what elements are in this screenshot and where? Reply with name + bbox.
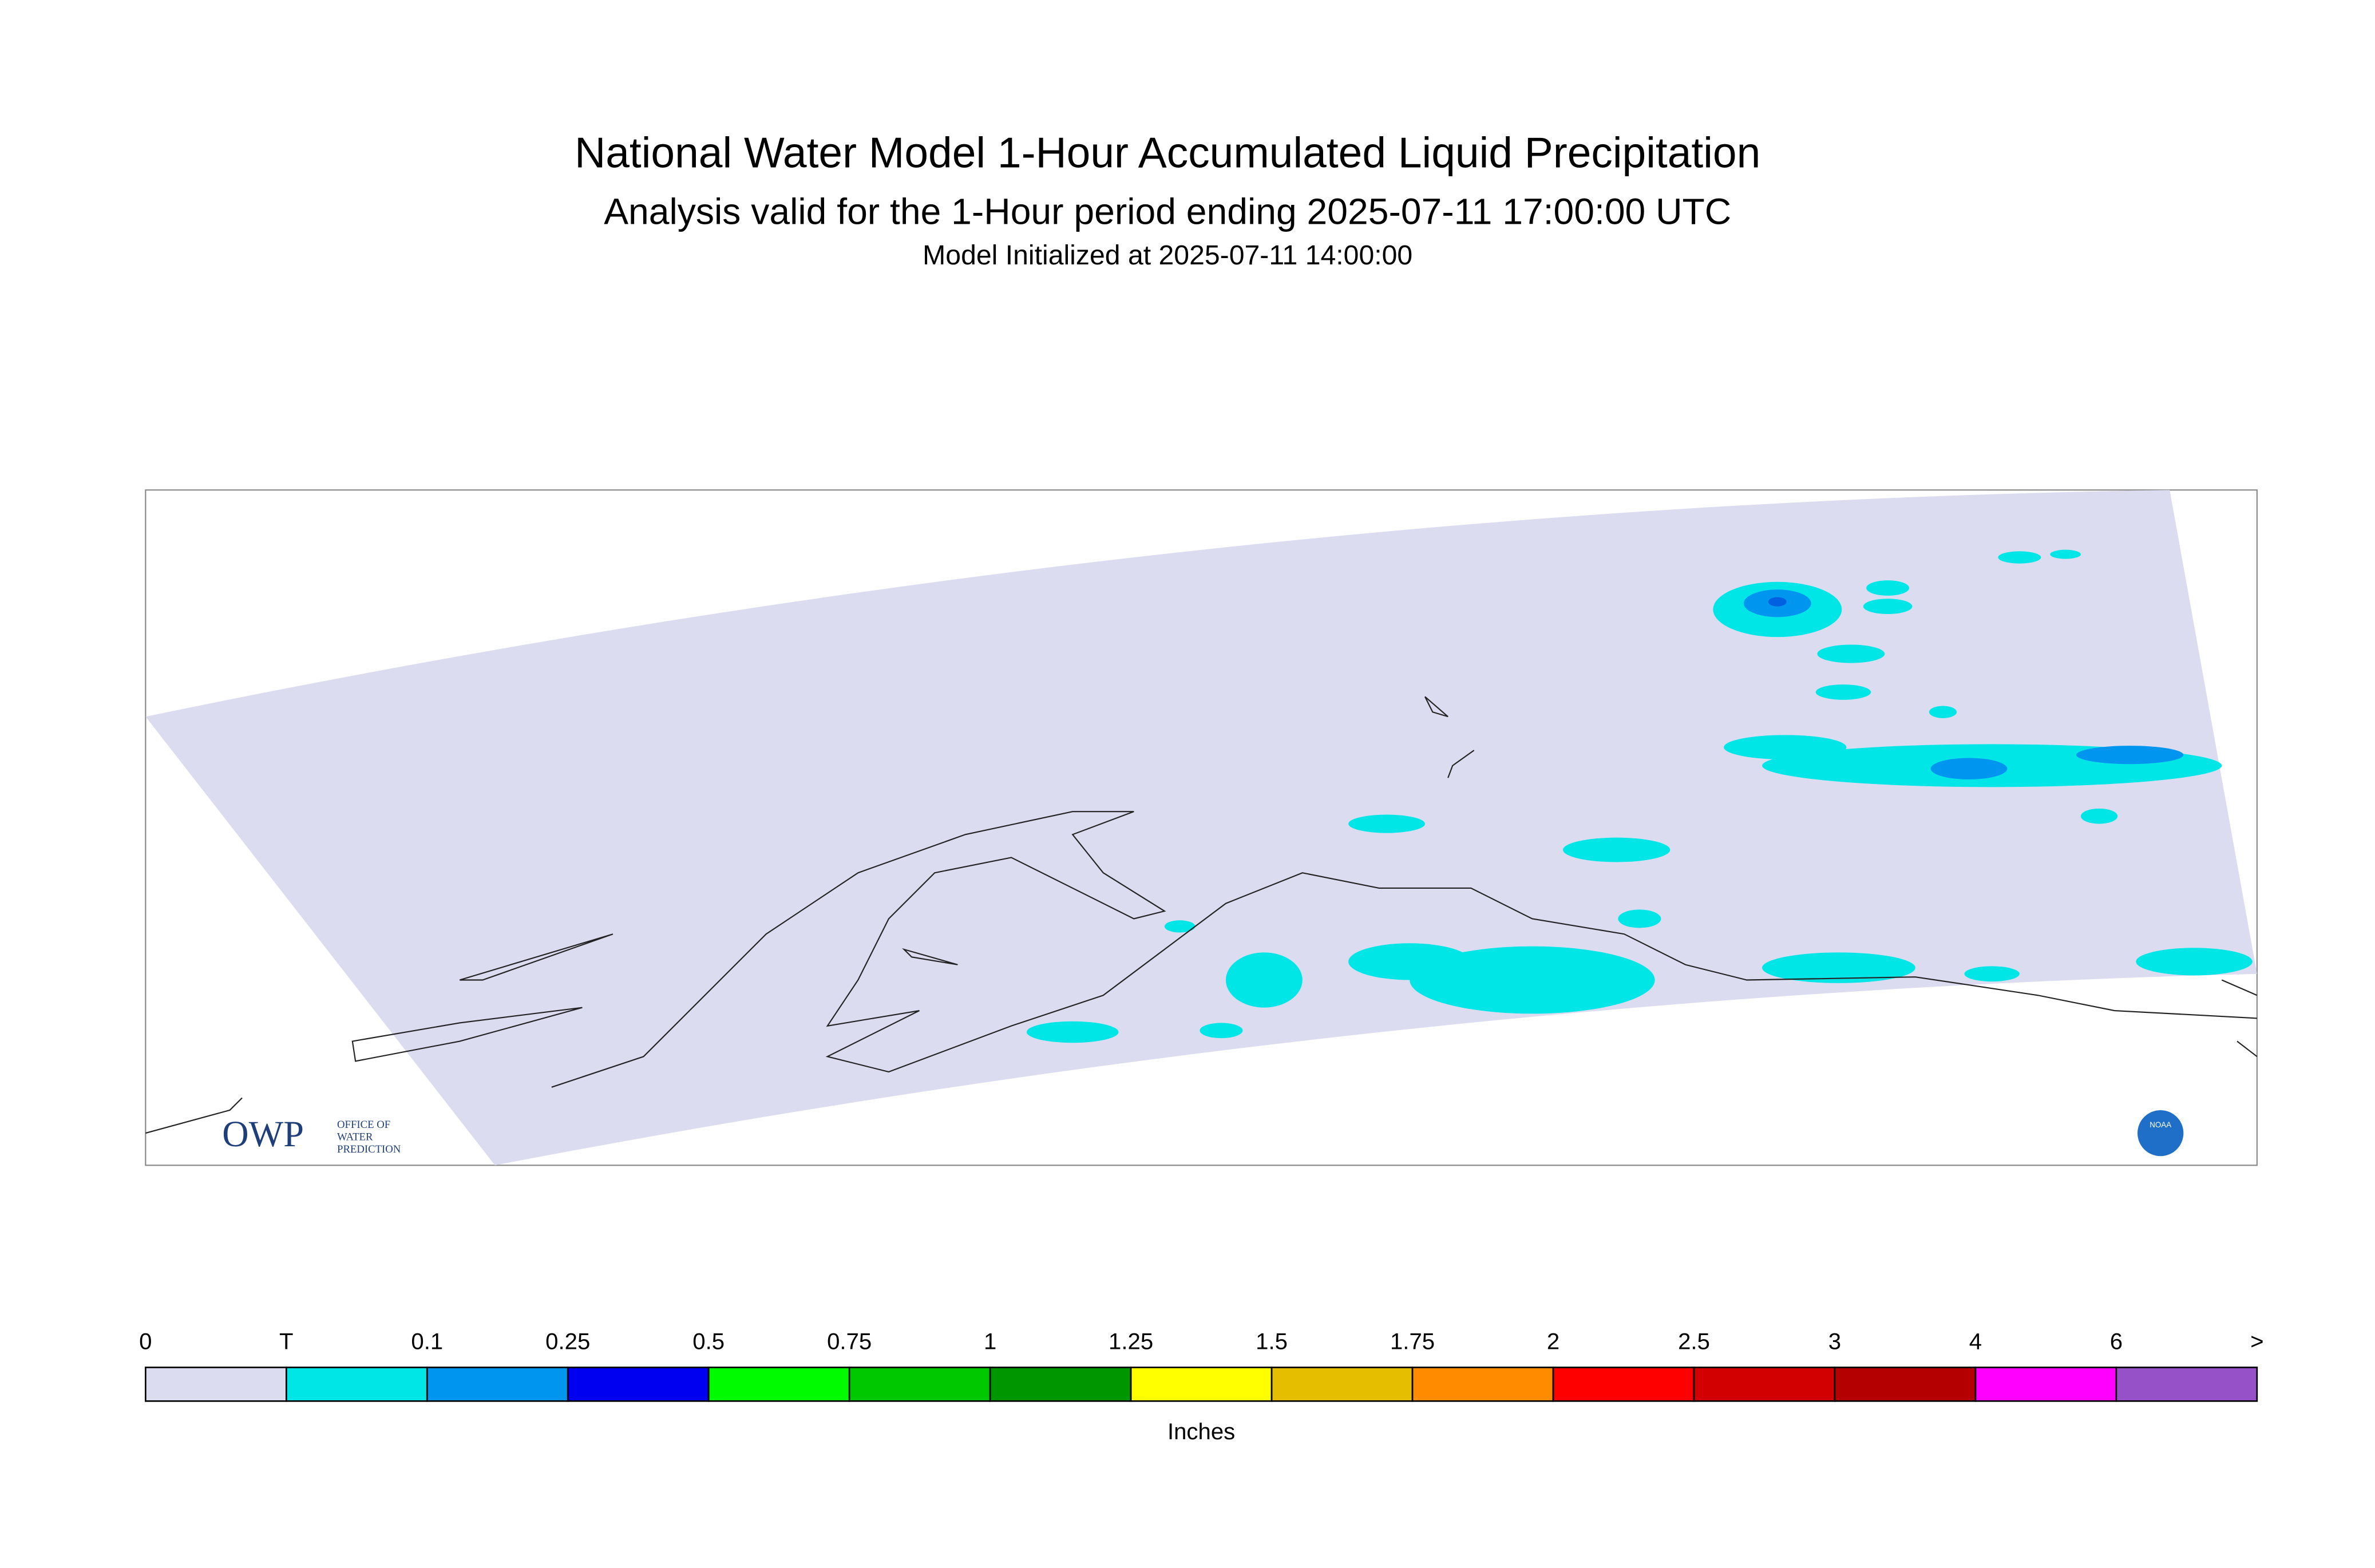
precip-area — [1762, 952, 1915, 983]
legend-label: > — [2250, 1328, 2263, 1354]
precip-area — [1964, 966, 2020, 982]
precip-area — [1410, 946, 1655, 1014]
legend-swatch — [1693, 1367, 1836, 1402]
coastline — [1447, 750, 1475, 778]
model-domain — [145, 490, 2257, 1166]
legend: Inches 0 T 0.1 0.25 0.5 0.75 1 1.25 1.5 1.75 2 2.5 3… — [139, 1328, 2263, 1444]
legend-label: 0.75 — [827, 1328, 872, 1354]
map: OWP OFFICE OF WATER PREDICTION NOAA — [145, 489, 2258, 1166]
coastline — [459, 933, 613, 981]
coastline — [351, 1007, 583, 1062]
legend-label: 1.25 — [1109, 1328, 1153, 1354]
coastline — [901, 948, 958, 965]
coastline — [2221, 979, 2258, 1058]
legend-swatch — [848, 1367, 991, 1402]
noaa-logo: NOAA — [2138, 1110, 2184, 1157]
legend-swatch — [285, 1367, 428, 1402]
precip-area — [1225, 952, 1303, 1008]
coastline — [145, 1097, 243, 1134]
legend-label: 3 — [1828, 1328, 1841, 1354]
title: National Water Model 1-Hour Accumulated … — [575, 129, 1760, 177]
coastlines — [145, 696, 2258, 1134]
legend-label: 0.5 — [692, 1328, 725, 1354]
noaa-text: NOAA — [2150, 1120, 2171, 1129]
legend-label: 0.1 — [411, 1328, 443, 1354]
legend-swatch — [145, 1367, 287, 1402]
precip-area — [1930, 758, 2008, 779]
precip-area — [2076, 746, 2184, 765]
noaa-emblem — [2138, 1110, 2184, 1157]
precip-area — [1998, 551, 2041, 564]
legend-swatch — [1834, 1367, 1977, 1402]
legend-swatch — [1270, 1367, 1414, 1402]
legend-swatch — [989, 1367, 1132, 1402]
legend-label: 0.25 — [545, 1328, 590, 1354]
precip-area — [2050, 549, 2081, 559]
legend-label: 2.5 — [1678, 1328, 1710, 1354]
owp-logo-text: OWP — [222, 1114, 304, 1154]
subtitle: Analysis valid for the 1-Hour period end… — [604, 191, 1731, 232]
precip-area — [2136, 948, 2253, 976]
owp-logo: OWP OFFICE OF WATER PREDICTION — [222, 1114, 401, 1155]
legend-label: T — [279, 1328, 294, 1354]
precip-area — [1866, 580, 1910, 596]
precip-area — [1768, 597, 1787, 607]
legend-swatch — [567, 1367, 710, 1402]
legend-label: 6 — [2110, 1328, 2123, 1354]
legend-swatch — [2115, 1367, 2258, 1402]
legend-swatch — [1411, 1367, 1554, 1402]
precip-area — [1164, 920, 1196, 933]
legend-swatch — [1974, 1367, 2117, 1402]
owp-logo-line: WATER — [337, 1131, 373, 1143]
precip-area — [1863, 599, 1913, 614]
legend-label: 2 — [1547, 1328, 1559, 1354]
precip-area — [1817, 644, 1885, 663]
precip-area — [1200, 1023, 1243, 1039]
legend-swatch — [1130, 1367, 1273, 1402]
precipitation — [1026, 549, 2253, 1043]
legend-swatch — [426, 1367, 569, 1402]
precip-area — [1562, 837, 1671, 862]
precip-area — [1618, 909, 1661, 928]
coastline — [1424, 696, 1448, 718]
precip-area — [1348, 943, 1471, 980]
legend-label: 1.75 — [1390, 1328, 1435, 1354]
precip-area — [1815, 684, 1871, 700]
precip-area — [1929, 706, 1957, 718]
legend-swatch — [707, 1367, 850, 1402]
legend-swatch — [1552, 1367, 1695, 1402]
legend-label: 4 — [1969, 1328, 1982, 1354]
owp-logo-line: PREDICTION — [337, 1143, 401, 1155]
init-time: Model Initialized at 2025-07-11 14:00:00 — [923, 240, 1412, 271]
owp-logo-line: OFFICE OF — [337, 1119, 390, 1131]
legend-units: Inches — [1167, 1419, 1235, 1444]
precip-area — [1348, 814, 1425, 833]
legend-label: 0 — [139, 1328, 152, 1354]
legend-label: 1 — [984, 1328, 996, 1354]
coastline — [551, 811, 2257, 1088]
precip-area — [2080, 808, 2118, 824]
precip-area — [1026, 1021, 1119, 1043]
legend-label: 1.5 — [1256, 1328, 1288, 1354]
